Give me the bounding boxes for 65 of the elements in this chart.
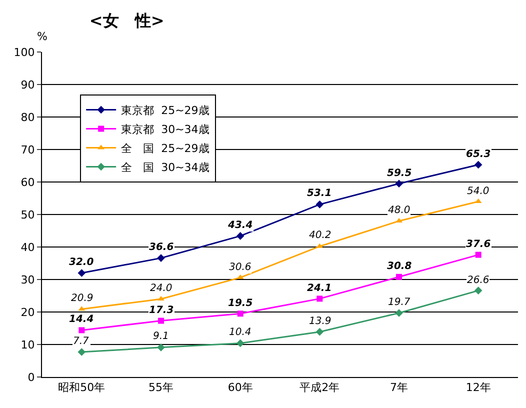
data-label: 17.3 (149, 305, 174, 316)
point (475, 252, 482, 258)
point (236, 339, 244, 348)
data-label: 53.1 (307, 188, 332, 199)
point (158, 318, 164, 324)
data-label: 59.5 (387, 168, 412, 179)
x-tick-label: 7年 (390, 381, 408, 394)
y-tick-label: 40 (20, 240, 35, 254)
x-tick-label: 昭和50年 (58, 381, 106, 394)
data-label: 9.1 (153, 331, 169, 342)
data-label: 14.4 (69, 314, 94, 325)
point (78, 348, 86, 356)
point (395, 180, 403, 188)
y-tick-label: 60 (20, 176, 35, 189)
data-label: 7.7 (73, 336, 90, 347)
y-tick-label: 50 (20, 208, 35, 222)
data-label: 24.0 (150, 283, 172, 294)
x-tick-label: 平成2年 (300, 381, 340, 394)
data-label: 54.0 (467, 186, 490, 197)
point (474, 160, 482, 169)
y-tick-label: 80 (20, 110, 35, 124)
point (474, 286, 482, 294)
data-label: 30.6 (229, 262, 252, 273)
point (316, 296, 323, 302)
legend-label: 全 国 30~34歳 (121, 161, 210, 174)
data-label: 19.7 (388, 297, 411, 308)
data-label: 43.4 (227, 220, 253, 231)
data-label: 36.6 (149, 242, 174, 253)
data-label: 40.2 (309, 230, 332, 241)
data-label: 37.6 (466, 239, 491, 250)
y-tick-label: 100 (14, 46, 35, 59)
point (316, 200, 324, 208)
data-label: 13.9 (309, 316, 332, 327)
point (237, 310, 244, 317)
data-label: 24.1 (307, 283, 332, 294)
data-label: 20.9 (71, 293, 94, 304)
data-label: 26.6 (467, 275, 490, 286)
y-tick-label: 70 (20, 143, 35, 156)
y-tick-label: 30 (20, 273, 35, 286)
x-tick-label: 12年 (466, 381, 491, 394)
data-label: 48.0 (388, 205, 410, 216)
data-label: 65.3 (466, 149, 491, 160)
y-axis-title: % (37, 30, 48, 43)
point (78, 327, 85, 334)
point (316, 328, 324, 336)
chart-title: <女 性> (89, 11, 164, 30)
y-tick-label: 20 (20, 306, 35, 319)
legend-label: 東京都 30~34歳 (121, 123, 210, 136)
point (78, 269, 86, 277)
point (157, 344, 165, 352)
data-label: 30.8 (387, 261, 412, 272)
y-tick-label: 0 (28, 370, 35, 384)
data-label: 19.5 (228, 298, 253, 309)
x-tick-label: 60年 (228, 381, 253, 394)
data-label: 32.0 (69, 257, 94, 268)
point (157, 254, 165, 262)
y-tick-label: 10 (20, 338, 35, 352)
legend-label: 全 国 25~29歳 (121, 142, 210, 156)
point (396, 274, 402, 280)
y-tick-label: 90 (20, 78, 35, 92)
point (236, 232, 244, 240)
legend-label: 東京都 25~29歳 (121, 104, 210, 118)
x-tick-label: 55年 (148, 381, 174, 394)
point (395, 309, 403, 317)
data-label: 10.4 (229, 327, 252, 338)
